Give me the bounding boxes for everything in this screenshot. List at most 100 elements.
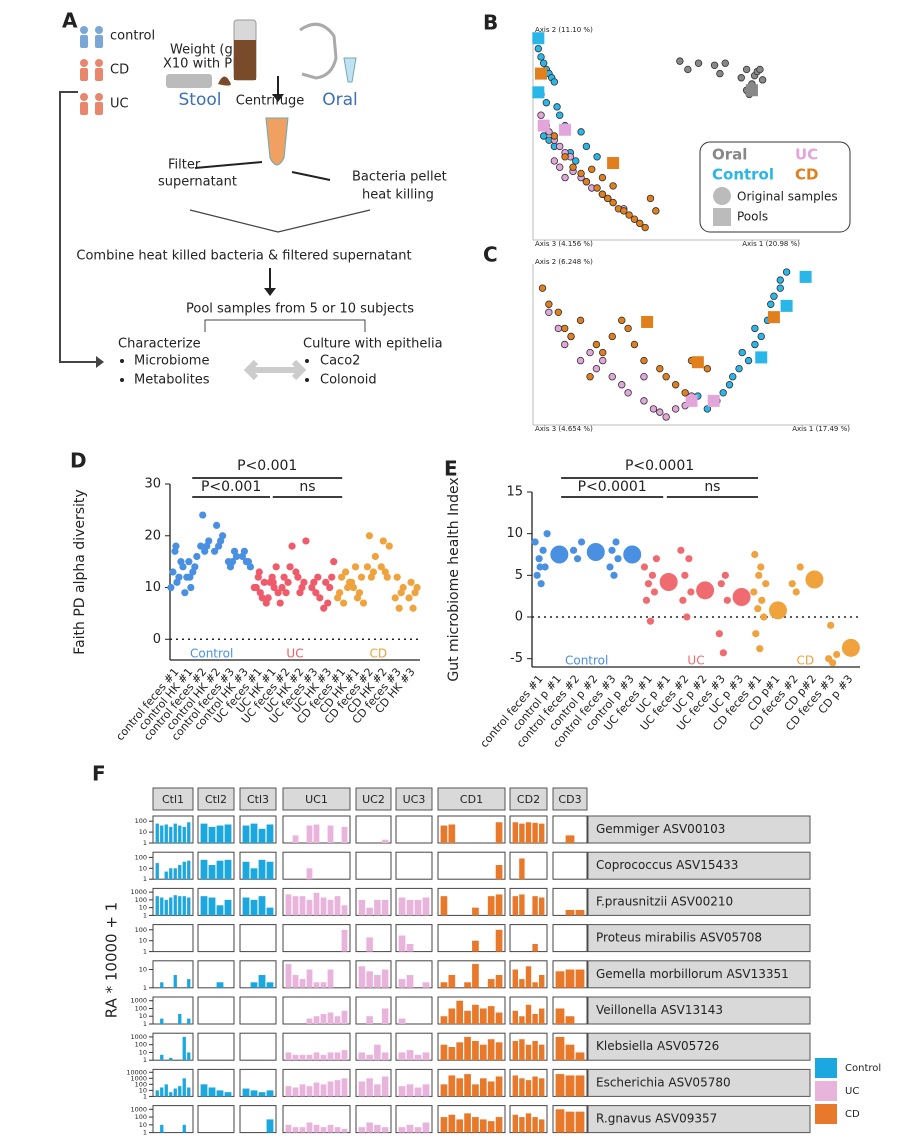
point <box>641 223 649 232</box>
point <box>725 381 734 389</box>
bar <box>398 897 406 916</box>
icon-scale <box>166 74 212 88</box>
bar <box>381 969 389 988</box>
bar <box>224 824 232 843</box>
bar <box>519 894 525 916</box>
point <box>729 373 737 381</box>
y-tick-label: 100 <box>135 853 147 861</box>
dot <box>282 589 290 597</box>
dot <box>186 573 194 581</box>
dot <box>187 583 195 592</box>
dot <box>750 588 758 596</box>
point <box>649 405 658 413</box>
dot <box>391 594 399 602</box>
point <box>694 59 703 67</box>
bar <box>512 969 518 988</box>
dot <box>340 599 348 607</box>
bar <box>250 1090 258 1097</box>
bar <box>464 1036 471 1061</box>
bar <box>448 1047 456 1061</box>
bar <box>414 1127 422 1133</box>
point <box>599 356 607 365</box>
pool-dot <box>586 543 605 561</box>
point <box>684 65 692 74</box>
dot <box>286 563 294 571</box>
legend-label: Control <box>845 1063 881 1074</box>
bar <box>565 1111 575 1133</box>
bar <box>398 1127 406 1133</box>
bar <box>374 1044 381 1061</box>
group-label: Control <box>565 654 608 668</box>
point <box>539 132 548 140</box>
point <box>550 78 559 86</box>
facet-cell <box>395 851 433 880</box>
point <box>662 413 670 421</box>
legend-label: UC <box>845 1086 859 1097</box>
y-tick-label: 1000 <box>130 888 147 896</box>
dot <box>573 555 582 563</box>
dot <box>330 558 338 566</box>
bar <box>565 835 575 843</box>
facet-header-label: CD3 <box>558 793 581 806</box>
bar <box>160 982 164 988</box>
dot <box>199 511 207 519</box>
point <box>582 178 591 186</box>
point <box>757 332 765 341</box>
facet-cell <box>152 851 194 880</box>
y-tick-label: 100 <box>135 1080 147 1088</box>
bar <box>464 1010 471 1024</box>
bar <box>479 1044 487 1061</box>
dot <box>644 580 653 588</box>
dot <box>685 555 693 563</box>
y-tick-label: 1 <box>143 1056 147 1064</box>
step-text: Weight (gr) <box>170 43 243 58</box>
point <box>735 364 743 373</box>
dot <box>537 580 545 588</box>
row-label: R.gnavus ASV09357 <box>596 1112 717 1126</box>
bar <box>532 896 538 916</box>
bar <box>299 1127 306 1133</box>
legend-label: Oral <box>712 146 747 164</box>
bar <box>406 975 414 988</box>
merge-lines <box>189 209 371 233</box>
dot <box>827 621 835 629</box>
legend-symbol <box>713 208 731 226</box>
dot <box>577 538 586 546</box>
bar <box>519 979 525 988</box>
dot <box>751 550 759 559</box>
bar <box>216 982 224 988</box>
bar <box>313 1016 320 1024</box>
bar <box>495 1076 503 1097</box>
bar <box>414 1054 422 1061</box>
y-tick-label: 10 <box>139 966 147 974</box>
bar <box>313 892 320 916</box>
facet-header <box>552 787 588 811</box>
dot <box>405 594 413 602</box>
step-text: Characterize <box>118 337 201 352</box>
dot <box>640 563 649 571</box>
dot <box>792 588 800 596</box>
dot <box>407 578 415 586</box>
dot <box>531 538 539 546</box>
bar <box>250 982 258 988</box>
point <box>662 373 670 381</box>
step-text: Oral <box>322 90 358 110</box>
dot <box>280 573 288 581</box>
bar <box>258 828 266 843</box>
point <box>703 405 712 413</box>
dot <box>752 630 760 638</box>
bar <box>178 896 182 916</box>
bar <box>575 1111 585 1133</box>
dot <box>296 589 304 597</box>
point <box>609 182 617 190</box>
legend-label: Original samples <box>737 190 838 204</box>
dot <box>833 650 841 659</box>
facet-cell <box>509 851 548 880</box>
dot <box>543 530 551 538</box>
bar <box>525 966 532 988</box>
row-label: Gemella morbillorum ASV13351 <box>596 967 789 981</box>
bar <box>366 1078 373 1097</box>
bullet <box>120 378 124 382</box>
panel-label: A <box>62 9 78 33</box>
y-tick-label: 1 <box>143 911 147 919</box>
